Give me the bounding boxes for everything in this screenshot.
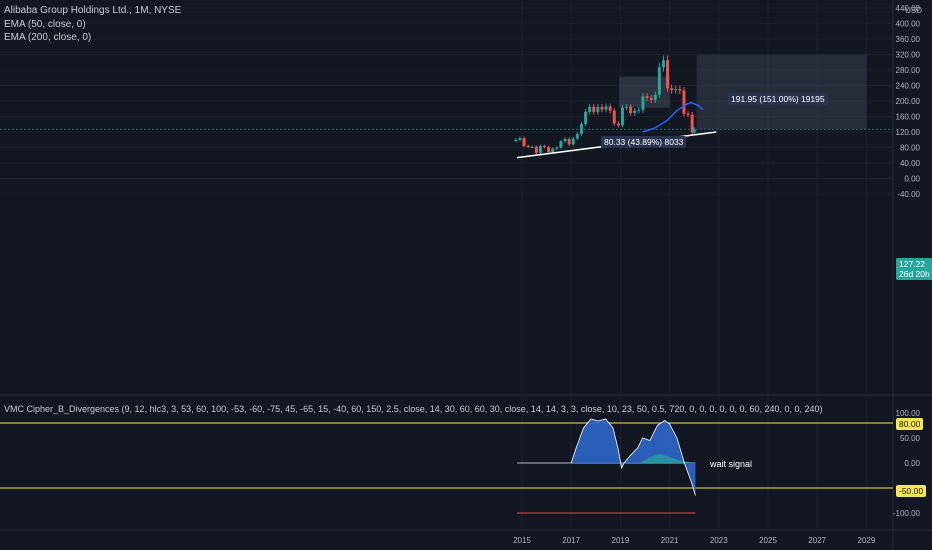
candle-body (530, 146, 534, 148)
measure-label-1: 80.33 (43.89%) 8033 (601, 136, 687, 148)
ema-50-line (642, 101, 704, 133)
indicator-tick-label: 50.00 (900, 434, 921, 443)
price-tick-label: 280.00 (896, 66, 921, 75)
candle-body (690, 114, 694, 133)
measure-box-2 (696, 54, 867, 130)
candle-body (518, 138, 522, 140)
currency-label: USD (905, 6, 922, 15)
indicator-pane (0, 418, 893, 514)
candle-body (645, 96, 649, 98)
candle-body (584, 111, 588, 124)
candle-body (608, 106, 612, 111)
candle-body (616, 123, 620, 126)
last-price-badge: 127.22 26d 20h (896, 258, 932, 280)
candle-body (600, 106, 604, 110)
candle-body (641, 96, 645, 110)
candle-body (678, 88, 682, 91)
year-tick-label: 2015 (513, 536, 531, 545)
candle-body (559, 141, 563, 148)
candle-body (604, 106, 608, 110)
candle-body (666, 60, 670, 89)
price-tick-label: 320.00 (896, 51, 921, 60)
last-price-countdown: 26d 20h (899, 269, 930, 279)
indicator-tick-label: 100.00 (896, 409, 921, 418)
indicator-label[interactable]: VMC Cipher_B_Divergences (9, 12, hlc3, 3… (4, 404, 823, 414)
year-tick-label: 2017 (562, 536, 580, 545)
price-tick-label: 40.00 (900, 159, 921, 168)
year-tick-label: 2023 (710, 536, 728, 545)
candle-body (551, 148, 555, 153)
year-tick-label: 2029 (858, 536, 876, 545)
candle-body (633, 110, 637, 114)
money-flow-area (640, 454, 696, 463)
candle-body (653, 94, 657, 100)
candle-body (674, 88, 678, 91)
candle-body (543, 145, 547, 148)
candle-body (538, 145, 542, 153)
measure-boxes (619, 54, 867, 130)
candle-body (692, 129, 696, 133)
candle-body (657, 67, 661, 95)
legend-ema-200[interactable]: EMA (200, close, 0) (4, 32, 92, 43)
wait-signal-annotation: wait signal (710, 459, 753, 469)
candle-body (637, 109, 641, 111)
candle-body (567, 138, 571, 145)
year-tick-label: 2027 (808, 536, 826, 545)
price-tick-label: 120.00 (896, 128, 921, 137)
measure-label-2: 191.95 (151.00%) 19195 (728, 93, 828, 105)
wavetrend-area (571, 419, 696, 496)
year-tick-label: 2021 (661, 536, 679, 545)
candle-body (555, 147, 559, 149)
price-tick-label: 80.00 (900, 144, 921, 153)
price-tick-label: 440.00 (896, 4, 921, 13)
price-tick-label: 160.00 (896, 113, 921, 122)
price-tick-label: 240.00 (896, 82, 921, 91)
axes: 440.00 400.00 360.00 320.00 280.00 240.00 200.… (513, 4, 920, 545)
candle-body (620, 107, 624, 126)
wavetrend-line (570, 418, 696, 496)
candle-body (612, 110, 616, 124)
indicator-tick-label: 0.00 (904, 459, 920, 468)
candle-body (588, 106, 592, 112)
candle-body (526, 145, 530, 147)
price-tick-label: -40.00 (897, 190, 920, 199)
year-tick-label: 2025 (759, 536, 777, 545)
candle-body (534, 146, 538, 153)
price-tick-label: 0.00 (904, 175, 920, 184)
candle-body (579, 123, 583, 134)
candle-body (649, 97, 653, 100)
indicator-tick-label: -100.00 (893, 509, 921, 518)
candlestick-series (514, 55, 696, 154)
candle-body (522, 138, 526, 146)
level-badge-upper: 80.00 (896, 418, 924, 430)
legend-ema-50[interactable]: EMA (50, close, 0) (4, 19, 86, 30)
candle-body (629, 106, 633, 114)
candle-body (592, 106, 596, 112)
candle-body (661, 60, 665, 68)
candle-body (682, 90, 686, 114)
candle-body (547, 147, 551, 153)
candle-body (571, 138, 575, 145)
chart-title: Alibaba Group Holdings Ltd., 1M, NYSE (4, 5, 182, 16)
candle-body (670, 88, 674, 91)
candle-body (514, 139, 518, 141)
level-badge-lower: -50.00 (896, 485, 927, 497)
candle-body (625, 106, 629, 108)
price-tick-label: 400.00 (896, 20, 921, 29)
candle-body (563, 138, 567, 142)
candle-body (596, 106, 600, 112)
year-tick-label: 2019 (612, 536, 630, 545)
price-tick-label: 200.00 (896, 97, 921, 106)
candle-body (575, 133, 579, 139)
candle-body (686, 113, 690, 115)
last-price-value: 127.22 (899, 259, 925, 269)
price-tick-label: 360.00 (896, 35, 921, 44)
